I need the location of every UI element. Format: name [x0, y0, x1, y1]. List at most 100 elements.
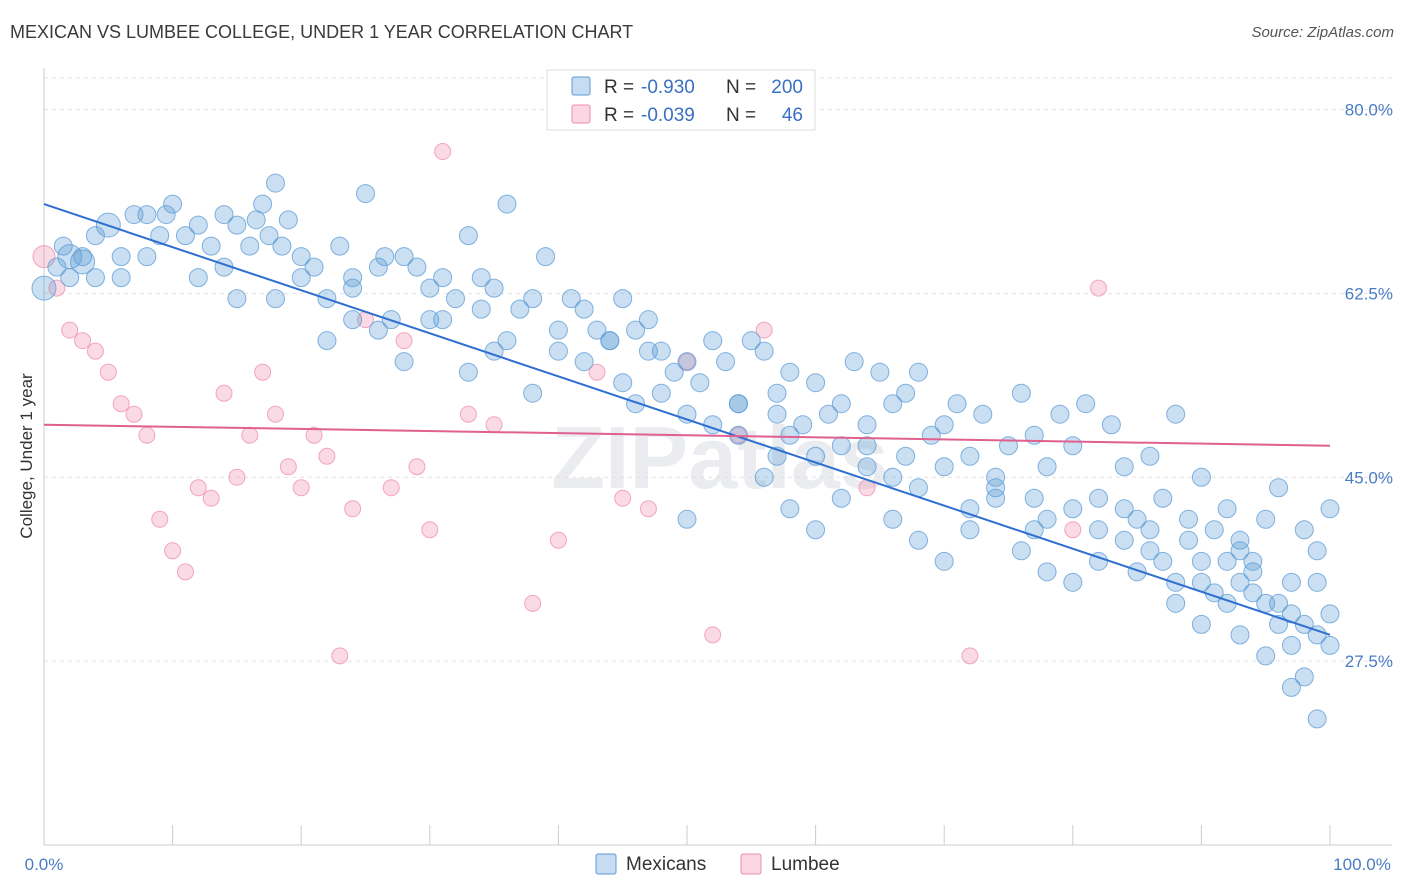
mexicans-point	[471, 299, 491, 319]
mexicans-point	[394, 352, 414, 372]
lumbee-trend-line	[43, 423, 1331, 447]
grid-lines	[44, 77, 1392, 662]
mexicans-point	[613, 289, 633, 309]
legend-n-value: 200	[771, 77, 803, 98]
mexicans-point	[754, 467, 774, 487]
chart-title: MEXICAN VS LUMBEE COLLEGE, UNDER 1 YEAR …	[10, 22, 634, 42]
lumbee-point	[395, 332, 413, 350]
lumbee-point	[549, 531, 567, 549]
mexicans-point	[536, 247, 556, 267]
lumbee-point	[254, 363, 272, 381]
mexicans-point	[960, 520, 980, 540]
mexicans-point	[85, 268, 105, 288]
lumbee-point	[382, 479, 400, 497]
lumbee-point	[74, 332, 92, 350]
legend-swatch	[571, 104, 591, 124]
y-tick-label: 80.0%	[1345, 101, 1393, 120]
mexicans-point	[1011, 383, 1031, 403]
lumbee-point	[189, 479, 207, 497]
mexicans-point	[1140, 446, 1160, 466]
mexicans-point	[626, 394, 646, 414]
mexicans-point	[626, 320, 646, 340]
mexicans-point	[1307, 625, 1327, 645]
mexicans-point	[433, 310, 453, 330]
mexicans-point	[831, 394, 851, 414]
mexicans-point	[375, 247, 395, 267]
mexicans-point	[1140, 520, 1160, 540]
legend-series-name: Lumbee	[771, 854, 840, 875]
mexicans-point	[1114, 530, 1134, 550]
mexicans-point	[31, 275, 57, 301]
mexicans-point	[420, 278, 440, 298]
mexicans-point	[677, 509, 697, 529]
legend-r-label: R =	[604, 105, 634, 126]
mexicans-point	[1281, 635, 1301, 655]
mexicans-point	[265, 289, 285, 309]
mexicans-point	[716, 352, 736, 372]
mexicans-point	[240, 236, 260, 256]
mexicans-point	[70, 249, 96, 275]
mexicans-point	[818, 404, 838, 424]
mexicans-point	[1127, 509, 1147, 529]
mexicans-point	[1166, 404, 1186, 424]
mexicans-point	[831, 436, 851, 456]
mexicans-point	[407, 257, 427, 277]
mexicans-point	[896, 446, 916, 466]
lumbee-point	[755, 321, 773, 339]
lumbee-point	[1090, 279, 1108, 297]
mexicans-point	[1307, 572, 1327, 592]
mexicans-point	[934, 415, 954, 435]
mexicans-point	[343, 278, 363, 298]
mexicans-point	[857, 415, 877, 435]
mexicans-point	[960, 446, 980, 466]
mexicans-point	[1037, 509, 1057, 529]
mexicans-point	[1089, 520, 1109, 540]
mexicans-point	[1114, 499, 1134, 519]
mexicans-point	[1294, 614, 1314, 634]
mexicans-point	[1243, 583, 1263, 603]
mexicans-point	[394, 247, 414, 267]
mexicans-point	[934, 457, 954, 477]
mexicans-point	[1191, 614, 1211, 634]
mexicans-point	[1243, 551, 1263, 571]
mexicans-point	[1037, 457, 1057, 477]
lumbee-point	[408, 458, 426, 476]
mexicans-point	[883, 467, 903, 487]
mexicans-point	[1179, 530, 1199, 550]
mexicans-point	[227, 289, 247, 309]
mexicans-point	[793, 415, 813, 435]
mexicans-point	[1269, 478, 1289, 498]
legend-r-value: -0.039	[641, 105, 695, 126]
mexicans-point	[368, 257, 388, 277]
mexicans-point	[272, 236, 292, 256]
legend-r-label: R =	[604, 77, 634, 98]
axes	[43, 68, 1392, 846]
mexicans-point	[1153, 488, 1173, 508]
lumbee-point	[524, 594, 542, 612]
mexicans-point	[973, 404, 993, 424]
mexicans-point	[1256, 646, 1276, 666]
lumbee-point	[318, 447, 336, 465]
mexicans-point	[85, 226, 105, 246]
mexicans-point	[1307, 709, 1327, 729]
mexicans-point	[497, 331, 517, 351]
legend-swatch	[740, 853, 762, 875]
mexicans-point	[1243, 562, 1263, 582]
mexicans-point	[1153, 551, 1173, 571]
lumbee-point	[86, 342, 104, 360]
y-axis-label: College, Under 1 year	[17, 373, 36, 539]
mexicans-point	[613, 373, 633, 393]
mexicans-point	[47, 257, 67, 277]
mexicans-point	[1230, 530, 1250, 550]
mexicans-point	[317, 331, 337, 351]
mexicans-point	[111, 247, 131, 267]
mexicans-point	[806, 520, 826, 540]
mexicans-point	[484, 278, 504, 298]
mexicans-point	[265, 173, 285, 193]
mexicans-point	[883, 509, 903, 529]
lumbee-point	[614, 489, 632, 507]
mexicans-point	[741, 331, 761, 351]
mexicans-point	[330, 236, 350, 256]
mexicans-point	[574, 299, 594, 319]
